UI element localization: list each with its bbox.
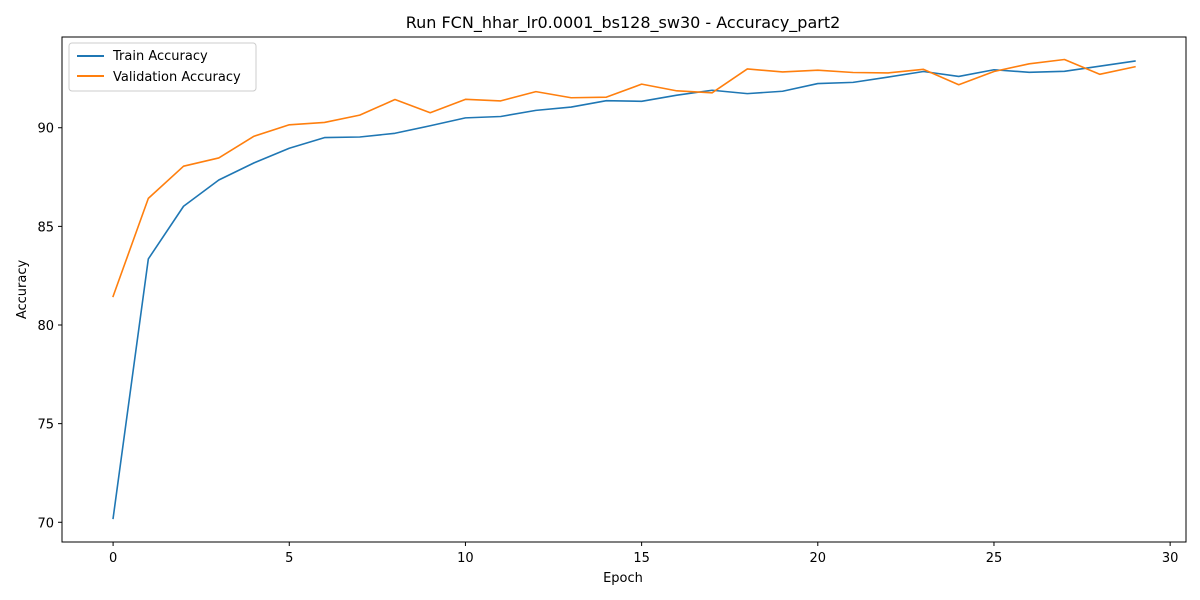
y-tick-label: 90 [37,122,54,137]
y-tick-label: 75 [37,418,54,433]
y-tick-label: 85 [37,220,54,235]
legend-label-train: Train Accuracy [112,49,208,64]
y-axis-label: Accuracy [15,260,30,320]
x-tick-label: 15 [633,551,650,566]
series-line-validation [112,58,1136,298]
legend-box [68,42,257,92]
chart-title: Run FCN_hhar_lr0.0001_bs128_sw30 - Accur… [406,13,841,33]
legend-label-validation: Validation Accuracy [113,70,241,85]
x-tick-label: 10 [457,551,474,566]
x-tick-label: 30 [1162,551,1179,566]
x-axis-label: Epoch [603,571,643,586]
x-tick-label: 5 [285,551,293,566]
x-tick-label: 25 [986,551,1003,566]
legend: Train Accuracy Validation Accuracy [68,42,257,92]
x-tick-label: 20 [810,551,827,566]
x-tick-label: 0 [109,551,117,566]
axes-frame [61,36,1187,543]
series-line-train [112,60,1136,520]
plot-area: 0 5 10 15 20 25 30 70 75 80 85 90 [37,58,1179,566]
y-tick-label: 80 [37,319,54,334]
y-tick-label: 70 [37,516,54,531]
